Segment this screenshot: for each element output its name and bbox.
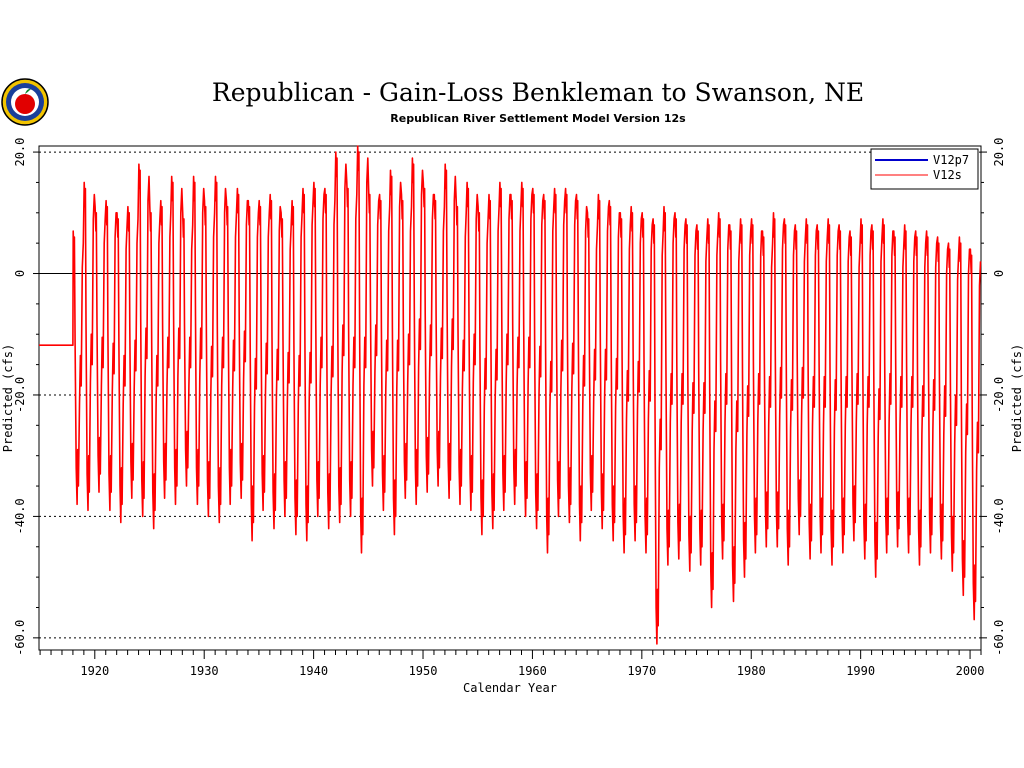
legend-label-v12s: V12s [933, 168, 962, 182]
series-line-v12s [39, 145, 982, 645]
x-tick-label: 1930 [190, 664, 219, 678]
x-tick-label: 1990 [846, 664, 875, 678]
y-tick-label-left: -20.0 [13, 377, 27, 413]
y-tick-label-left: 20.0 [13, 138, 27, 167]
x-tick-label: 1950 [409, 664, 438, 678]
y-tick-label-right: -60.0 [992, 620, 1006, 656]
y-tick-label-left: -40.0 [13, 498, 27, 534]
y-tick-label-right: 20.0 [992, 138, 1006, 167]
y-tick-label-left: 0 [13, 270, 27, 277]
legend: V12p7 V12s [870, 148, 979, 190]
plot-frame [38, 145, 982, 651]
x-tick-label: 1920 [80, 664, 109, 678]
x-tick-label: 1960 [518, 664, 547, 678]
x-tick-label: 1980 [737, 664, 766, 678]
apple-seal-logo [1, 78, 49, 126]
x-axis-label: Calendar Year [463, 681, 557, 695]
y-tick-label-right: -20.0 [992, 377, 1006, 413]
y-tick-label-right: 0 [992, 270, 1006, 277]
x-tick-label: 1970 [627, 664, 656, 678]
y-tick-label-left: -60.0 [13, 620, 27, 656]
legend-box [870, 148, 979, 190]
legend-label-v12p7: V12p7 [933, 153, 969, 167]
series-layer [39, 145, 982, 645]
x-tick-label: 1940 [299, 664, 328, 678]
y-tick-label-right: -40.0 [992, 498, 1006, 534]
x-tick-label: 2000 [956, 664, 985, 678]
axes: 20.0 20.0 0 0 -20.0 -20.0 -40.0 -40.0 -60.0 -60.0… [13, 138, 1006, 678]
y-axis-label-right: Predicted (cfs) [1010, 344, 1024, 452]
chart-subtitle: Republican River Settlement Model Versio… [390, 112, 686, 125]
y-axis-label-left: Predicted (cfs) [1, 344, 15, 452]
chart-title: Republican - Gain-Loss Benkleman to Swan… [212, 78, 864, 107]
